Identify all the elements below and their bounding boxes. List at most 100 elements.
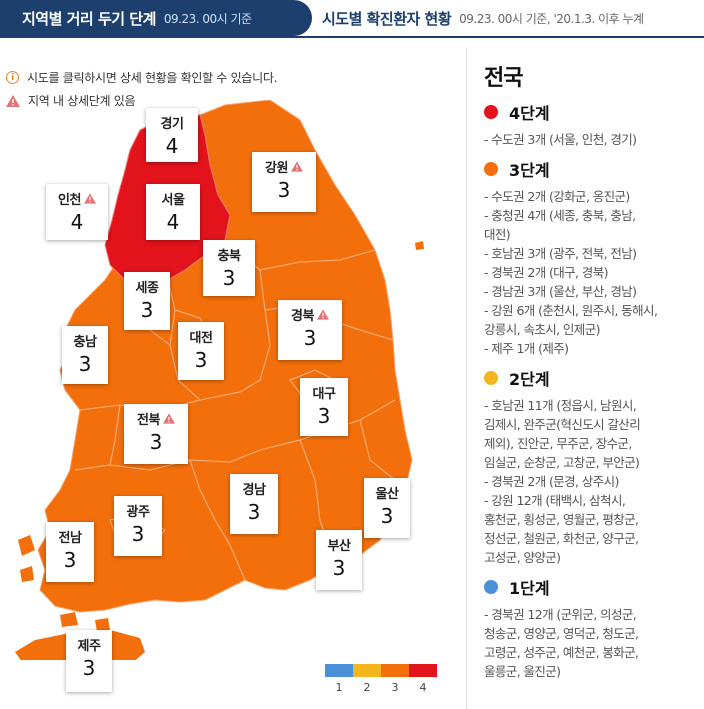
region-gyeongbuk[interactable]: 경북 3	[278, 300, 342, 360]
stage-4-section: 4단계 - 수도권 3개 (서울, 인천, 경기)	[484, 100, 700, 149]
region-level: 3	[303, 326, 317, 350]
list-item: - 호남권 3개 (광주, 전북, 전남)	[484, 246, 637, 261]
region-level: 3	[78, 352, 92, 376]
region-daegu[interactable]: 대구 3	[300, 378, 348, 436]
region-jeonbuk[interactable]: 전북 3	[124, 404, 188, 464]
region-daejeon[interactable]: 대전 3	[178, 322, 224, 380]
list-item: - 충청권 4개 (세종, 충북, 충남,	[484, 208, 636, 223]
tab-cases-date: 09.23. 00시 기준, '20.1.3. 이후 누계	[459, 11, 644, 26]
panel-divider	[466, 48, 467, 709]
list-item: 홍천군, 횡성군, 영월군, 평창군,	[484, 512, 639, 527]
list-item: - 경북권 2개 (대구, 경북)	[484, 265, 608, 280]
tab-bar: 지역별 거리 두기 단계 09.23. 00시 기준 시도별 확진환자 현황 0…	[0, 0, 704, 38]
tab-distancing-level[interactable]: 지역별 거리 두기 단계 09.23. 00시 기준	[0, 0, 312, 36]
list-item: 고령군, 성주군, 예천군, 봉화군,	[484, 645, 639, 660]
list-item: - 경북권 2개 (문경, 상주시)	[484, 474, 619, 489]
list-item: - 강원 6개 (춘천시, 원주시, 동해시,	[484, 303, 658, 318]
region-name: 전남	[58, 531, 82, 546]
region-name: 광주	[126, 505, 150, 520]
legend-swatch-4	[409, 664, 437, 677]
region-level: 3	[247, 500, 261, 524]
region-gyeonggi[interactable]: 경기 4	[146, 108, 198, 162]
list-item: 청송군, 영양군, 영덕군, 청도군,	[484, 626, 639, 641]
list-item: - 제주 1개 (제주)	[484, 341, 569, 356]
list-item: 울릉군, 울진군)	[484, 664, 561, 679]
region-level: 3	[332, 556, 346, 580]
stage-3-section: 3단계 - 수도권 2개 (강화군, 옹진군) - 충청권 4개 (세종, 충북…	[484, 157, 700, 358]
region-seoul[interactable]: 서울 4	[146, 184, 200, 240]
stage-3-dot-icon	[484, 162, 498, 176]
legend-label-2: 2	[363, 681, 371, 694]
legend-label-4: 4	[419, 681, 427, 694]
region-level: 4	[165, 134, 179, 158]
region-incheon[interactable]: 인천 4	[46, 184, 108, 240]
region-chungbuk[interactable]: 충북 3	[203, 240, 255, 296]
detail-hint-text: 지역 내 상세단계 있음	[28, 94, 136, 108]
region-name: 대전	[189, 331, 213, 346]
warning-icon	[83, 193, 96, 204]
legend-label-3: 3	[391, 681, 399, 694]
region-gangwon[interactable]: 강원 3	[252, 152, 316, 212]
panel-title: 전국	[484, 66, 523, 91]
click-hint: i 시도를 클릭하시면 상세 현황을 확인할 수 있습니다.	[6, 69, 277, 86]
list-item: - 경남권 3개 (울산, 부산, 경남)	[484, 284, 637, 299]
region-name: 인천	[58, 193, 81, 208]
list-item: - 수도권 3개 (서울, 인천, 경기)	[484, 132, 637, 147]
region-name: 부산	[327, 539, 351, 554]
region-jeju[interactable]: 제주 3	[66, 630, 112, 692]
legend-swatch-2	[353, 664, 381, 677]
region-gyeongnam[interactable]: 경남 3	[230, 474, 278, 534]
region-name: 경남	[242, 483, 266, 498]
region-gwangju[interactable]: 광주 3	[114, 496, 162, 556]
tab-cases-title: 시도별 확진환자 현황	[322, 9, 452, 28]
legend-swatch-3	[381, 664, 409, 677]
warning-icon	[162, 413, 175, 424]
region-level: 4	[70, 210, 84, 234]
list-item: 김제시, 완주군(혁신도시 갈산리	[484, 417, 641, 432]
legend-swatch-1	[325, 664, 353, 677]
region-name: 울산	[375, 487, 399, 502]
region-level: 3	[131, 522, 145, 546]
region-busan[interactable]: 부산 3	[316, 530, 362, 590]
region-level: 4	[166, 210, 180, 234]
region-ulsan[interactable]: 울산 3	[364, 478, 410, 538]
tab-distancing-date: 09.23. 00시 기준	[163, 11, 252, 26]
stage-4-dot-icon	[484, 105, 498, 119]
tab-distancing-title: 지역별 거리 두기 단계	[22, 9, 156, 28]
stage-2-section: 2단계 - 호남권 11개 (정읍시, 남원시, 김제시, 완주군(혁신도시 갈…	[484, 366, 700, 567]
detail-hint: 지역 내 상세단계 있음	[6, 92, 136, 109]
region-jeonnam[interactable]: 전남 3	[46, 522, 94, 582]
stage-2-label: 2단계	[509, 370, 550, 389]
legend-label-1: 1	[335, 681, 343, 694]
region-sejong[interactable]: 세종 3	[124, 272, 170, 330]
stage-1-dot-icon	[484, 580, 498, 594]
list-item: - 수도권 2개 (강화군, 옹진군)	[484, 189, 630, 204]
region-level: 3	[317, 404, 331, 428]
stage-3-label: 3단계	[509, 161, 550, 180]
stage-4-label: 4단계	[509, 104, 550, 123]
national-summary-panel: 전국 4단계 - 수도권 3개 (서울, 인천, 경기) 3단계 - 수도권 2…	[484, 60, 700, 689]
korea-map: 경기 4 인천 4 서울 4 강원 3 충북 3 세종 3 대전 3 충남 3 …	[0, 100, 460, 692]
region-name: 강원	[265, 161, 288, 176]
list-item: 임실군, 순창군, 고창군, 부안군)	[484, 455, 640, 470]
warning-icon	[290, 161, 303, 172]
region-name: 대구	[312, 387, 336, 402]
region-level: 3	[222, 266, 236, 290]
region-level: 3	[140, 298, 154, 322]
region-level: 3	[149, 430, 163, 454]
click-hint-text: 시도를 클릭하시면 상세 현황을 확인할 수 있습니다.	[27, 71, 278, 85]
region-name: 충남	[73, 335, 97, 350]
region-name: 경북	[291, 309, 314, 324]
region-chungnam[interactable]: 충남 3	[62, 326, 108, 384]
list-item: 고성군, 양양군)	[484, 550, 561, 565]
region-name: 서울	[161, 193, 185, 208]
info-icon: i	[6, 71, 19, 84]
tab-confirmed-cases[interactable]: 시도별 확진환자 현황 09.23. 00시 기준, '20.1.3. 이후 누…	[312, 0, 704, 36]
region-level: 3	[63, 548, 77, 572]
list-item: - 강원 12개 (태백시, 삼척시,	[484, 493, 626, 508]
list-item: 강릉시, 속초시, 인제군)	[484, 322, 600, 337]
region-name: 세종	[135, 281, 159, 296]
region-level: 3	[82, 656, 96, 680]
list-item: 정선군, 철원군, 화천군, 양구군,	[484, 531, 639, 546]
list-item: - 호남권 11개 (정읍시, 남원시,	[484, 398, 637, 413]
